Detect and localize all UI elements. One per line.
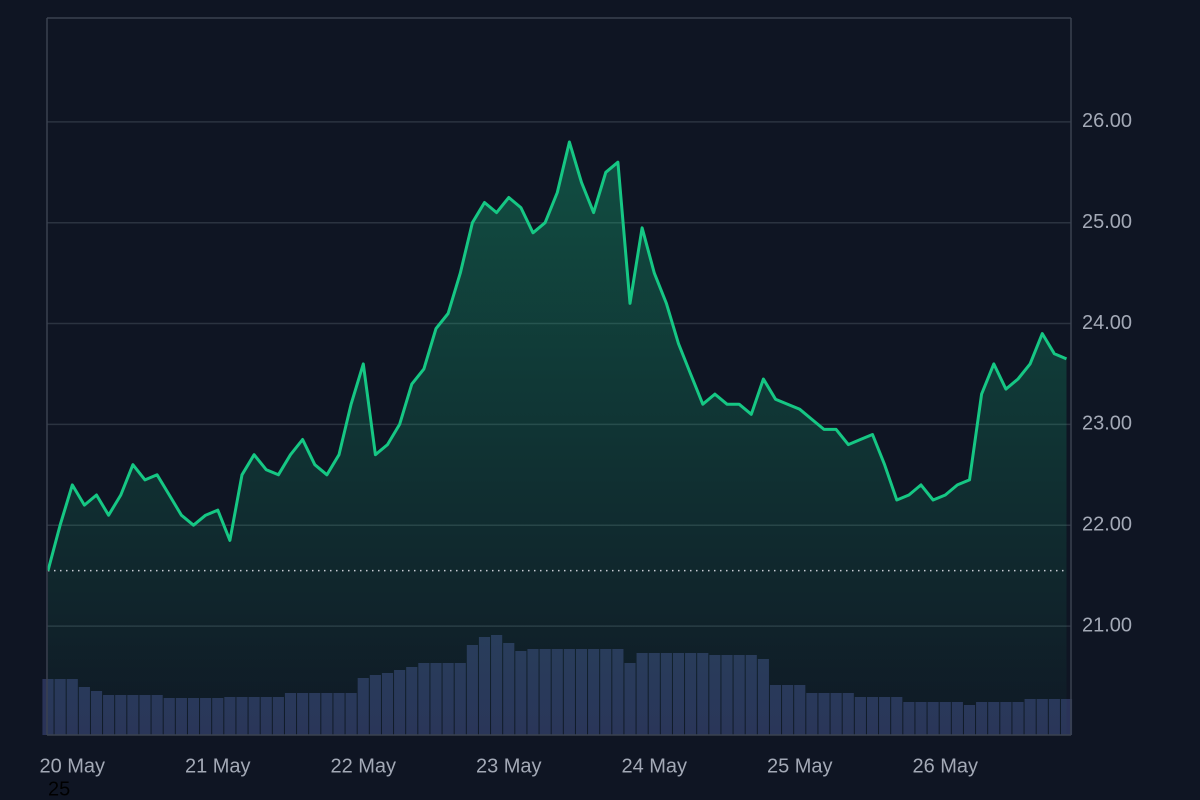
y-tick-label: 26.00 — [1082, 110, 1132, 132]
plot: 21.00 22.00 23.00 24.00 25.00 26.00 20 May 21 M… — [39, 110, 1132, 777]
y-tick-label: 23.00 — [1082, 413, 1132, 435]
x-tick-label: 21 May — [185, 755, 251, 777]
y-tick-label: 21.00 — [1082, 614, 1132, 636]
price-area — [48, 142, 1067, 735]
price — [46, 140, 1068, 735]
footnote: 25 — [48, 778, 70, 800]
y-tick-label: 22.00 — [1082, 514, 1132, 536]
x-tick-label: 22 May — [330, 755, 396, 777]
x-tick-label: 23 May — [476, 755, 542, 777]
x-tick-label: 20 May — [39, 755, 105, 777]
y-tick-label: 24.00 — [1082, 312, 1132, 334]
y-tick-label: 25.00 — [1082, 211, 1132, 233]
price-line — [46, 140, 1068, 571]
x-tick-label: 26 May — [912, 755, 978, 777]
x-tick-label: 24 May — [621, 755, 687, 777]
x-tick-label: 25 May — [767, 755, 833, 777]
